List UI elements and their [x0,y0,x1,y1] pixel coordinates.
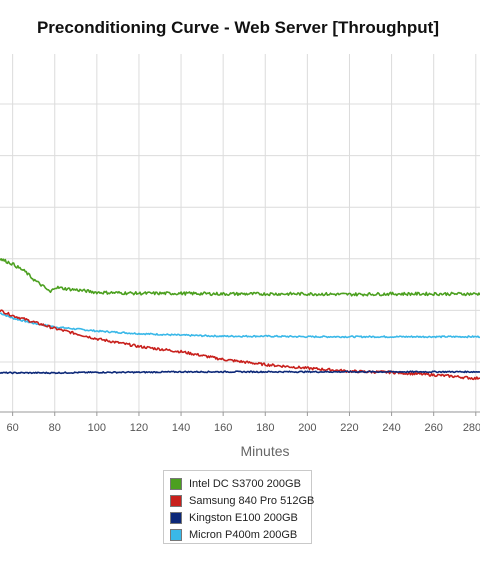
series-line-4 [0,312,480,339]
legend-item-samsung[interactable]: Samsung 840 Pro 512GB [170,493,314,509]
series-line-1 [0,258,480,297]
x-tick-label: 280 [463,422,480,434]
legend-label: Samsung 840 Pro 512GB [189,495,315,507]
x-tick-label: 220 [340,422,358,434]
legend-swatch-intel [170,478,182,490]
legend-swatch-micron [170,529,182,541]
x-tick-label: 100 [88,422,106,434]
x-tick-label: 80 [49,422,61,434]
legend-label: Kingston E100 200GB [189,512,298,524]
x-axis-label: Minutes [240,443,289,459]
chart-title: Preconditioning Curve - Web Server [Thro… [36,18,440,37]
legend-item-micron[interactable]: Micron P400m 200GB [170,527,297,543]
legend-label: Intel DC S3700 200GB [189,478,301,490]
x-tick-label: 120 [130,422,148,434]
x-tick-label: 160 [214,422,232,434]
series-lines [0,258,480,381]
legend-swatch-kingston [170,512,182,524]
x-tick-label: 60 [7,422,19,434]
x-tick-label: 260 [425,422,443,434]
legend-item-intel[interactable]: Intel DC S3700 200GB [170,476,301,492]
legend-swatch-samsung [170,495,182,507]
x-tick-label: 240 [382,422,400,434]
gridlines [0,54,480,412]
series-line-3 [0,370,480,375]
legend: Intel DC S3700 200GB Samsung 840 Pro 512… [163,470,314,544]
series-line-2 [0,309,480,381]
x-tick-labels: 60 80 100 120 140 160 180 200 220 240 260 280 [7,412,480,434]
legend-label: Micron P400m 200GB [189,529,298,541]
x-tick-label: 140 [172,422,190,434]
legend-item-kingston[interactable]: Kingston E100 200GB [170,510,298,526]
x-tick-label: 200 [298,422,316,434]
x-tick-label: 180 [256,422,274,434]
